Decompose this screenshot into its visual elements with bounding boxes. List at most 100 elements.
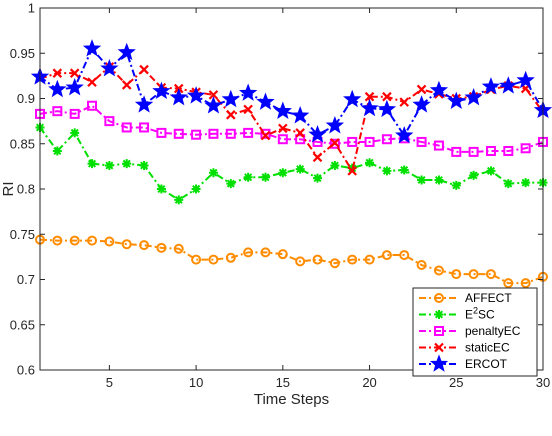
- data-point: [134, 95, 154, 113]
- legend-label: staticEC: [465, 341, 510, 355]
- data-point: [295, 128, 305, 138]
- x-tick-label: 15: [276, 375, 290, 390]
- series-affect: [35, 234, 548, 289]
- data-point: [191, 254, 202, 265]
- data-point: [225, 252, 236, 263]
- data-point: [243, 127, 254, 138]
- y-tick-label: 0.7: [17, 272, 35, 287]
- data-point: [156, 184, 166, 194]
- legend-item-e2sc: E2SC: [419, 306, 495, 322]
- data-point: [104, 116, 115, 127]
- data-point: [360, 98, 379, 117]
- data-point: [226, 110, 236, 120]
- data-point: [433, 265, 444, 276]
- data-point: [330, 138, 340, 148]
- data-point: [325, 116, 345, 134]
- data-point: [347, 136, 358, 147]
- data-point: [468, 146, 479, 157]
- data-point: [277, 134, 288, 145]
- y-tick-label: 0.65: [10, 317, 35, 332]
- data-point: [87, 77, 97, 87]
- data-point: [486, 166, 496, 176]
- data-point: [139, 160, 149, 170]
- data-point: [277, 249, 288, 260]
- data-point: [520, 278, 531, 289]
- data-point: [416, 136, 427, 147]
- data-point: [139, 240, 150, 251]
- data-point: [395, 125, 414, 144]
- series-line: [39, 104, 544, 153]
- data-point: [521, 178, 531, 188]
- data-point: [87, 100, 98, 111]
- data-point: [121, 122, 132, 133]
- data-point: [416, 260, 427, 271]
- data-point: [139, 122, 150, 133]
- legend-label: AFFECT: [465, 291, 512, 305]
- data-point: [377, 99, 397, 118]
- y-tick-label: 0.6: [17, 363, 35, 378]
- data-point: [481, 77, 501, 95]
- x-tick-label: 5: [106, 375, 113, 390]
- data-point: [381, 250, 392, 261]
- data-point: [204, 96, 223, 114]
- data-point: [381, 134, 392, 145]
- data-point: [278, 123, 288, 134]
- data-point: [330, 160, 340, 170]
- data-point: [416, 84, 427, 95]
- data-point: [104, 236, 115, 247]
- data-point: [243, 247, 254, 258]
- data-point: [278, 168, 288, 178]
- data-point: [417, 175, 427, 185]
- y-tick-label: 0.95: [10, 46, 35, 61]
- data-point: [52, 68, 63, 78]
- data-point: [173, 128, 184, 139]
- data-point: [104, 160, 114, 170]
- data-point: [174, 195, 184, 205]
- data-point: [186, 86, 206, 104]
- data-point: [382, 91, 392, 102]
- data-point: [48, 79, 67, 98]
- data-point: [208, 254, 219, 265]
- data-point: [469, 170, 479, 180]
- data-point: [117, 42, 136, 61]
- data-point: [312, 152, 323, 163]
- data-point: [52, 106, 63, 117]
- data-point: [152, 81, 171, 100]
- legend-label: penaltyEC: [465, 324, 521, 338]
- data-point: [208, 90, 219, 100]
- data-point: [364, 254, 375, 265]
- data-point: [243, 104, 253, 115]
- data-point: [434, 175, 444, 185]
- legend-marker: [434, 293, 444, 303]
- data-point: [69, 108, 80, 119]
- data-point: [295, 256, 306, 267]
- data-point: [520, 143, 531, 154]
- legend-item-penaltyec: penaltyEC: [419, 324, 521, 338]
- x-tick-label: 20: [362, 375, 376, 390]
- data-point: [464, 87, 483, 106]
- legend-marker: [434, 342, 444, 353]
- data-point: [260, 247, 271, 258]
- legend-marker: [434, 326, 444, 336]
- data-point: [156, 127, 167, 138]
- legend-label: E2SC: [465, 306, 495, 322]
- data-point: [208, 168, 218, 178]
- data-point: [52, 235, 63, 246]
- data-point: [238, 83, 258, 101]
- data-point: [225, 128, 236, 139]
- data-point: [412, 95, 431, 113]
- data-point: [221, 89, 240, 108]
- data-point: [65, 78, 84, 96]
- data-point: [485, 269, 496, 280]
- data-point: [82, 39, 102, 57]
- data-point: [273, 101, 292, 119]
- data-point: [503, 145, 514, 156]
- data-point: [347, 254, 358, 265]
- data-point: [347, 166, 357, 176]
- data-point: [139, 64, 149, 75]
- legend-marker: [434, 310, 444, 319]
- legend-item-staticec: staticEC: [419, 341, 510, 355]
- data-point: [468, 269, 479, 280]
- x-tick-label: 25: [449, 375, 463, 390]
